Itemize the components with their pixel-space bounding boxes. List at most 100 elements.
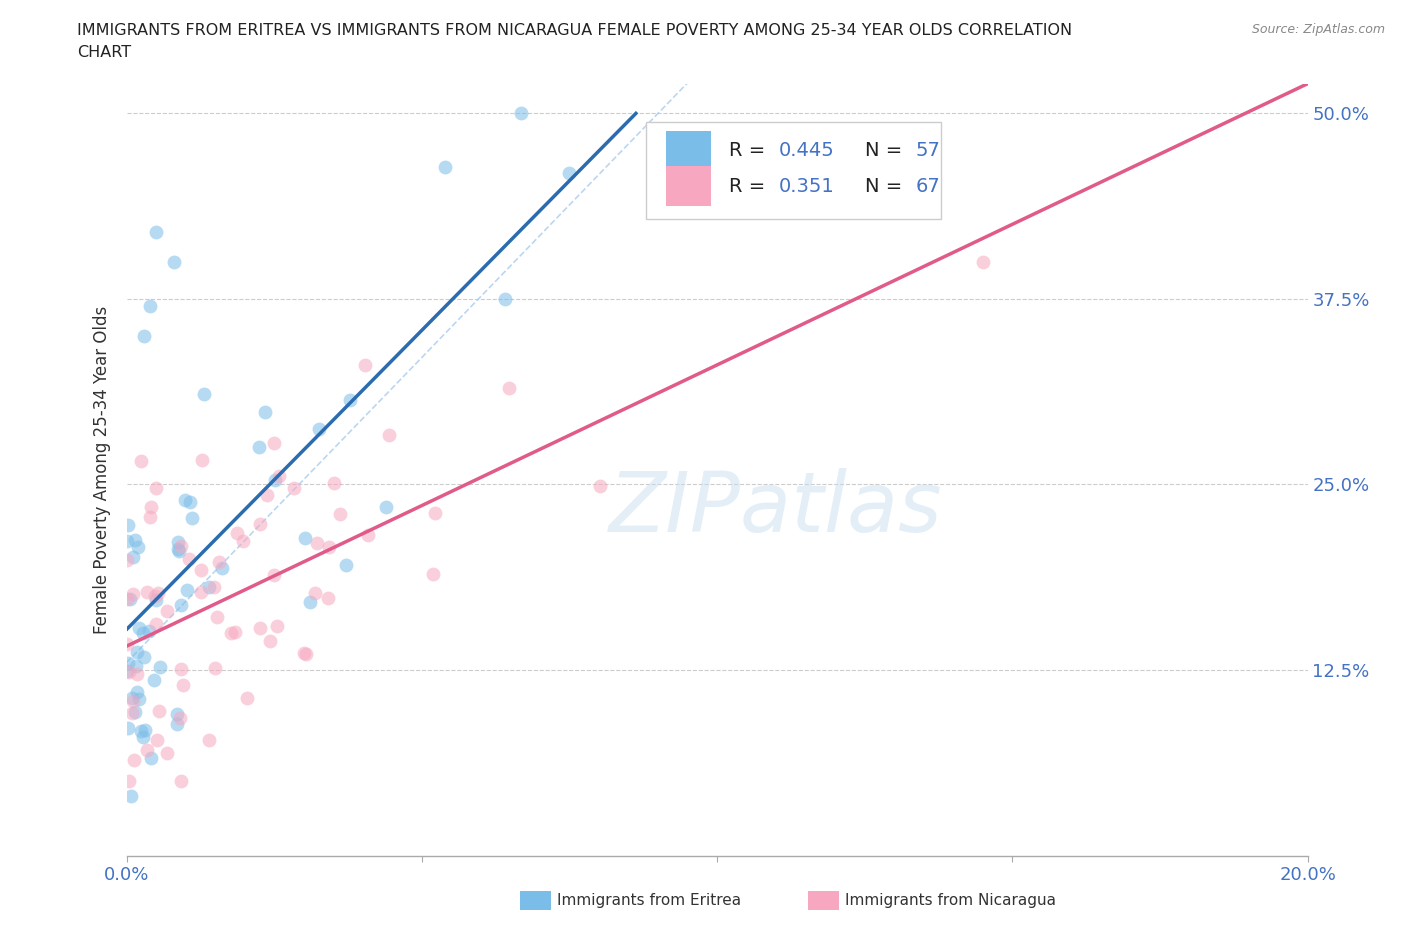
- Point: [357, 528, 380, 543]
- Point: [247, 439, 270, 454]
- Point: [124, 533, 146, 548]
- Point: [294, 531, 316, 546]
- Point: [156, 604, 179, 618]
- Point: [322, 475, 344, 490]
- Point: [141, 751, 163, 765]
- Point: [170, 662, 193, 677]
- Text: R =: R =: [728, 177, 772, 196]
- Point: [249, 517, 271, 532]
- Point: [494, 291, 516, 306]
- Point: [224, 625, 246, 640]
- Point: [198, 579, 221, 594]
- Point: [132, 730, 155, 745]
- Text: IMMIGRANTS FROM ERITREA VS IMMIGRANTS FROM NICARAGUA FEMALE POVERTY AMONG 25-34 : IMMIGRANTS FROM ERITREA VS IMMIGRANTS FR…: [77, 23, 1073, 38]
- Text: 67: 67: [915, 177, 941, 196]
- Text: CHART: CHART: [77, 45, 131, 60]
- Point: [308, 422, 330, 437]
- Point: [190, 453, 212, 468]
- Point: [202, 579, 225, 594]
- Point: [121, 706, 143, 721]
- Point: [115, 591, 138, 606]
- Point: [124, 704, 146, 719]
- Point: [145, 617, 167, 631]
- Point: [145, 225, 167, 240]
- Text: ZIPatlas: ZIPatlas: [609, 468, 943, 549]
- Point: [305, 536, 328, 551]
- Point: [143, 589, 166, 604]
- Point: [558, 166, 581, 180]
- Bar: [666, 131, 711, 171]
- Point: [170, 774, 193, 789]
- Point: [170, 597, 193, 612]
- Point: [181, 511, 204, 525]
- Point: [283, 480, 305, 495]
- Text: 0.351: 0.351: [779, 177, 834, 196]
- Point: [125, 684, 148, 699]
- Point: [139, 299, 162, 313]
- Point: [263, 567, 285, 582]
- Point: [145, 592, 167, 607]
- Point: [127, 540, 149, 555]
- FancyBboxPatch shape: [647, 123, 942, 219]
- Point: [589, 478, 612, 493]
- Point: [134, 328, 156, 343]
- Point: [256, 487, 278, 502]
- Point: [318, 539, 340, 554]
- Point: [145, 481, 167, 496]
- Point: [498, 381, 520, 396]
- Point: [139, 499, 162, 514]
- Point: [304, 586, 326, 601]
- Point: [316, 591, 339, 605]
- Point: [263, 435, 285, 450]
- Text: 0.445: 0.445: [779, 141, 834, 160]
- Point: [292, 645, 315, 660]
- Point: [190, 585, 212, 600]
- Point: [118, 665, 141, 680]
- Point: [433, 159, 456, 174]
- Point: [179, 495, 201, 510]
- Point: [176, 583, 198, 598]
- Point: [166, 707, 188, 722]
- Point: [120, 789, 142, 804]
- Point: [972, 255, 994, 270]
- Point: [354, 357, 377, 372]
- Bar: [666, 166, 711, 206]
- Point: [138, 624, 160, 639]
- Point: [236, 691, 259, 706]
- Point: [510, 106, 533, 121]
- Point: [128, 692, 150, 707]
- Point: [204, 661, 226, 676]
- Point: [422, 566, 444, 581]
- Text: R =: R =: [728, 141, 772, 160]
- Point: [329, 507, 352, 522]
- Point: [163, 255, 186, 270]
- Point: [254, 405, 277, 419]
- Point: [122, 753, 145, 768]
- Point: [128, 620, 150, 635]
- Point: [125, 644, 148, 659]
- Point: [120, 591, 142, 606]
- Point: [117, 534, 139, 549]
- Point: [117, 720, 139, 735]
- Text: N =: N =: [865, 141, 908, 160]
- Point: [146, 733, 169, 748]
- Point: [115, 552, 138, 567]
- Point: [148, 704, 170, 719]
- Point: [193, 387, 215, 402]
- Point: [166, 541, 188, 556]
- Point: [208, 554, 231, 569]
- Point: [125, 658, 148, 673]
- Point: [249, 620, 271, 635]
- Point: [198, 733, 221, 748]
- Point: [169, 711, 191, 725]
- Point: [117, 518, 139, 533]
- Text: Source: ZipAtlas.com: Source: ZipAtlas.com: [1251, 23, 1385, 36]
- Point: [190, 563, 212, 578]
- Point: [121, 691, 143, 706]
- Point: [264, 473, 287, 488]
- Text: N =: N =: [865, 177, 908, 196]
- Point: [129, 724, 152, 738]
- Point: [132, 649, 155, 664]
- Point: [121, 693, 143, 708]
- Point: [295, 646, 318, 661]
